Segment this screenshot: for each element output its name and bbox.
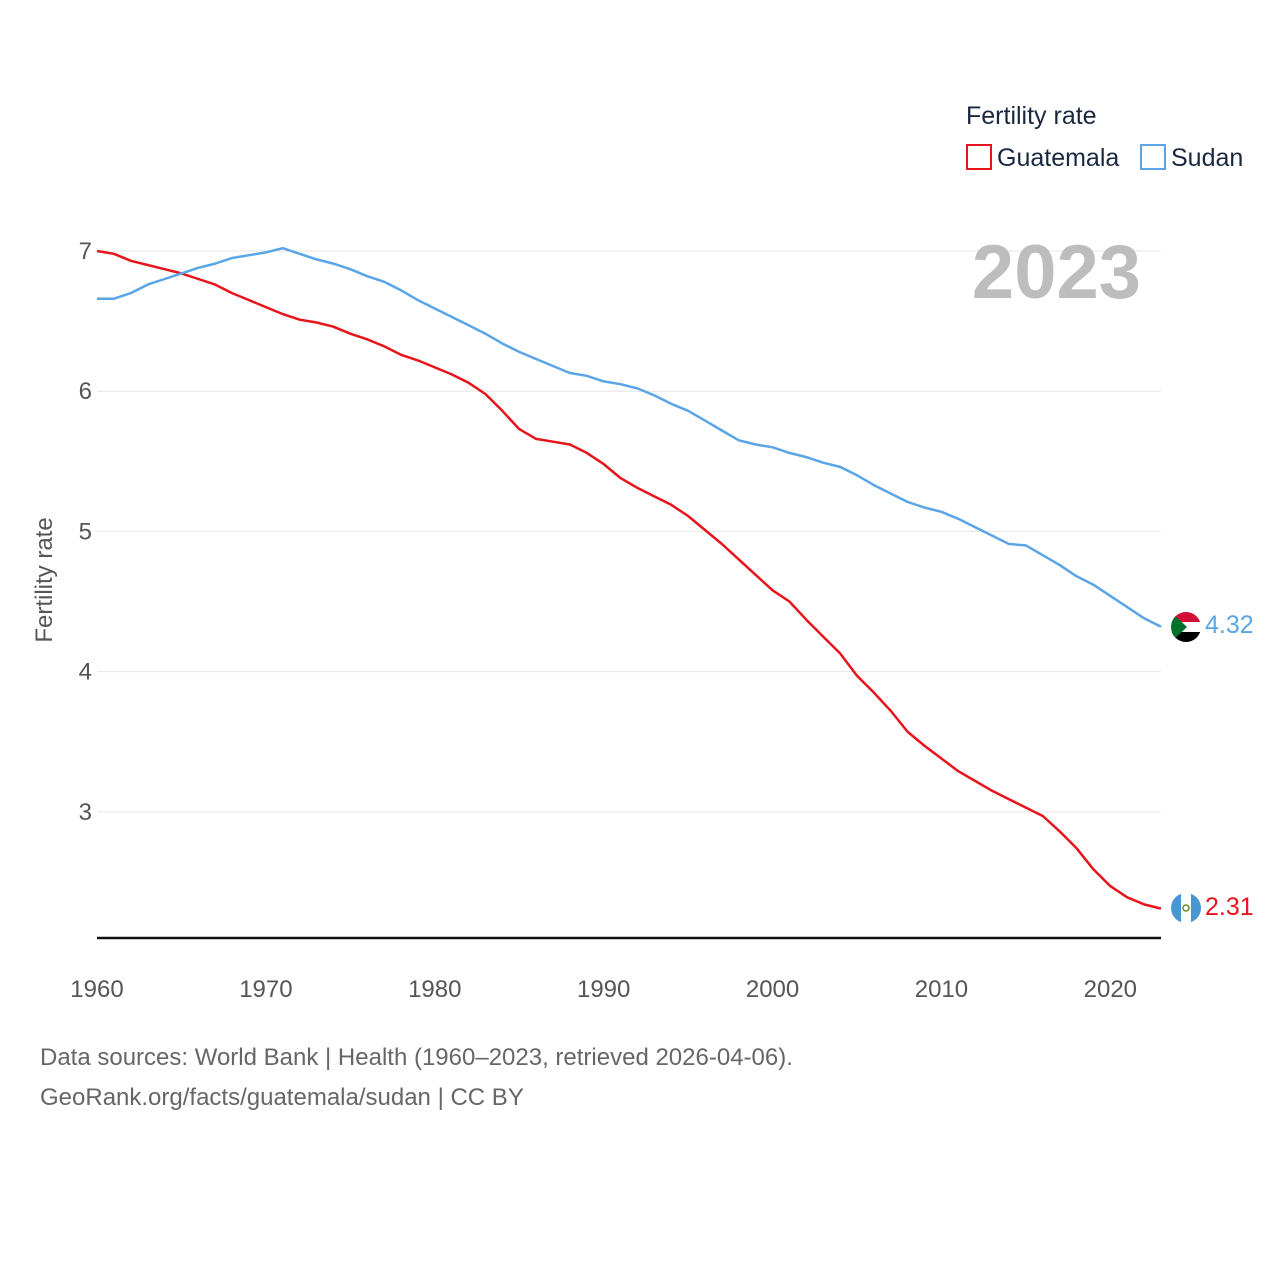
grid-layer	[97, 250, 1161, 813]
y-axis-title: Fertility rate	[31, 517, 58, 642]
x-tick-label: 1970	[239, 976, 292, 1003]
legend: Fertility rate Guatemala Sudan	[966, 102, 1243, 172]
x-tick-label: 1990	[577, 976, 630, 1003]
legend-swatch-sudan[interactable]	[1140, 144, 1166, 170]
y-tick-label: 3	[79, 799, 92, 826]
y-tick-label: 5	[79, 518, 92, 545]
x-tick-label: 2020	[1084, 976, 1137, 1003]
legend-label-guatemala[interactable]: Guatemala	[997, 144, 1119, 172]
series-line-sudan	[97, 246, 1162, 628]
sudan-flag-icon	[1171, 612, 1201, 642]
y-tick-label: 4	[79, 659, 92, 686]
guatemala-flag-icon	[1171, 893, 1201, 923]
footer-source: Data sources: World Bank | Health (1960–…	[40, 1044, 793, 1071]
legend-swatch-guatemala[interactable]	[966, 144, 992, 170]
x-tick-label: 2010	[915, 976, 968, 1003]
legend-title: Fertility rate	[966, 102, 1097, 130]
end-label-sudan: 4.32	[1205, 611, 1254, 639]
y-tick-label: 7	[79, 238, 92, 265]
tick-layer: 3 4 5 6 7 1960 1970 1980 1990 2000 2010 2020	[70, 238, 1137, 1003]
series-line-guatemala	[96, 249, 1162, 910]
footer-attribution[interactable]: GeoRank.org/facts/guatemala/sudan | CC B…	[40, 1084, 524, 1111]
y-tick-label: 6	[79, 378, 92, 405]
end-label-guatemala: 2.31	[1205, 893, 1254, 921]
legend-label-sudan[interactable]: Sudan	[1171, 144, 1243, 172]
x-tick-label: 1980	[408, 976, 461, 1003]
year-label: 2023	[972, 230, 1141, 315]
x-tick-label: 2000	[746, 976, 799, 1003]
series-layer	[96, 246, 1162, 910]
x-tick-label: 1960	[70, 976, 123, 1003]
